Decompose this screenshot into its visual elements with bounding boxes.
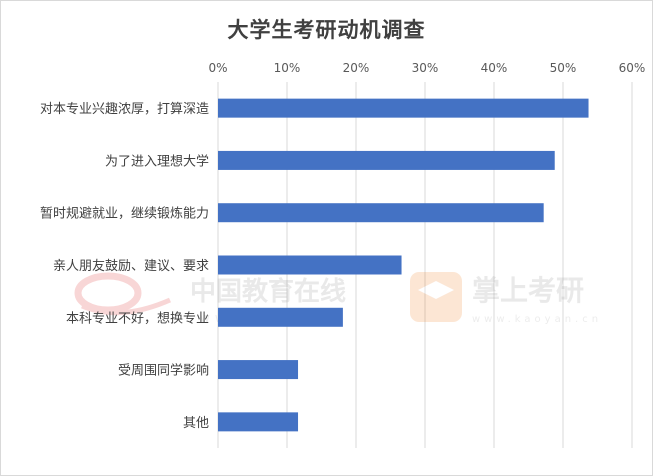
category-label: 本科专业不好，想换专业 bbox=[66, 310, 209, 326]
x-tick-label: 20% bbox=[343, 61, 370, 75]
bar bbox=[218, 98, 589, 118]
x-tick-label: 50% bbox=[550, 61, 577, 75]
x-tick-label: 0% bbox=[208, 61, 227, 75]
bars bbox=[218, 98, 589, 432]
watermark-right-url: www.kaoyan.cn bbox=[472, 314, 602, 325]
category-label: 对本专业兴趣浓厚，打算深造 bbox=[40, 102, 209, 117]
bar bbox=[218, 360, 299, 380]
category-label: 暂时规避就业，继续锻炼能力 bbox=[40, 207, 209, 222]
x-tick-label: 10% bbox=[274, 61, 301, 75]
category-labels: 对本专业兴趣浓厚，打算深造为了进入理想大学暂时规避就业，继续锻炼能力亲人朋友鼓励… bbox=[40, 102, 209, 431]
bar bbox=[218, 203, 544, 223]
eol-logo-icon bbox=[74, 272, 142, 314]
eol-logo-swoosh-icon bbox=[81, 297, 172, 316]
category-label: 其他 bbox=[183, 416, 209, 431]
category-label: 为了进入理想大学 bbox=[105, 153, 209, 169]
bar bbox=[218, 307, 343, 327]
kaoyan-logo-icon bbox=[410, 272, 462, 322]
category-label: 受周围同学影响 bbox=[118, 363, 209, 379]
watermark-right-brand: 掌上考研 bbox=[472, 274, 584, 307]
x-tick-label: 30% bbox=[412, 61, 439, 75]
bar bbox=[218, 150, 555, 170]
category-label: 亲人朋友鼓励、建议、要求 bbox=[53, 258, 209, 274]
graduation-cap-icon bbox=[418, 281, 454, 299]
bar bbox=[218, 412, 299, 432]
watermark-left-brand: 中国教育在线 bbox=[190, 276, 346, 307]
x-tick-label: 60% bbox=[619, 61, 646, 75]
x-axis-ticks: 0% 10% 20% 30% 40% 50% 60% bbox=[208, 61, 645, 75]
x-tick-label: 40% bbox=[481, 61, 508, 75]
chart-title: 大学生考研动机调查 bbox=[227, 18, 426, 42]
bar bbox=[218, 255, 402, 275]
